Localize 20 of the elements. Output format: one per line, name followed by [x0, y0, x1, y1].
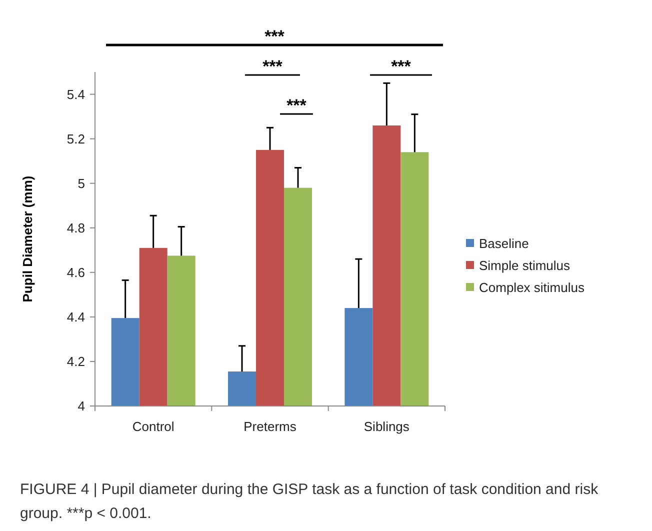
y-tick-label: 4.2	[66, 354, 85, 369]
y-tick-label: 4.8	[66, 220, 85, 236]
x-tick-label: Control	[132, 419, 174, 434]
x-tick-label: Preterms	[244, 419, 297, 434]
y-tick-label: 4	[78, 398, 85, 414]
annotation: ***	[391, 57, 412, 76]
y-tick-label: 5.4	[66, 86, 85, 102]
legend-label: Simple stimulus	[479, 258, 571, 273]
y-tick-label: 4.6	[66, 264, 85, 280]
caption: FIGURE 4 | Pupil diameter during the GISP task as a function of task condition and risk group. ***p < 0.001.	[20, 480, 600, 524]
annotation: ***	[262, 57, 283, 76]
x-tick-label: Siblings	[364, 419, 410, 434]
annotation: ***	[286, 96, 307, 115]
y-tick-label: 4.4	[66, 309, 85, 324]
legend-label: Complex sitimulus	[479, 280, 585, 295]
y-tick-label: 5.2	[66, 131, 85, 146]
y-tick-label: 5	[78, 176, 85, 191]
legend-label: Baseline	[479, 236, 529, 251]
y-axis-title: Pupil Diameter (mm)	[20, 176, 35, 302]
text: ***	[264, 27, 285, 46]
